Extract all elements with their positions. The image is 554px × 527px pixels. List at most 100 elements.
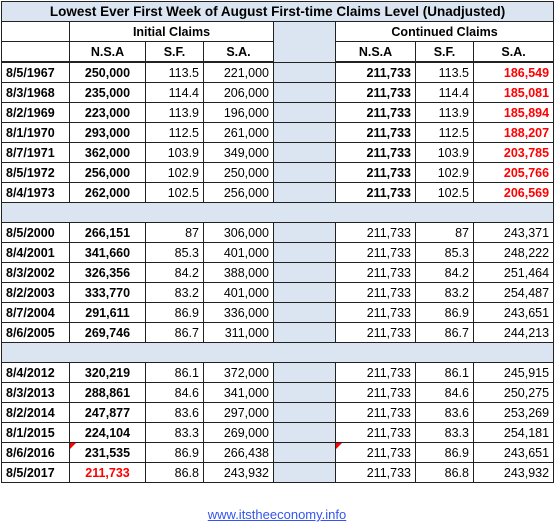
initial-sa: 388,000 — [203, 262, 274, 283]
continued-sa: 254,487 — [472, 282, 554, 303]
row-date: 8/3/2002 — [1, 262, 70, 283]
continued-nsa: 211,733 — [335, 422, 416, 443]
initial-sa: 401,000 — [203, 242, 274, 263]
middle-divider — [273, 61, 336, 83]
continued-nsa: 211,733 — [335, 402, 416, 423]
initial-sa: 336,000 — [203, 302, 274, 323]
continued-sf: 102.5 — [415, 182, 474, 203]
continued-sa: 185,081 — [472, 82, 554, 103]
table-row: 8/3/1968 235,000 114.4 206,000 211,733 114.4 1… — [1, 82, 554, 103]
continued-nsa: 211,733 — [335, 61, 416, 83]
middle-divider — [273, 242, 336, 263]
initial-sf: 102.5 — [145, 182, 204, 203]
table-row: 8/4/1973 262,000 102.5 256,000 211,733 102.5 2… — [1, 182, 554, 203]
initial-sa: 297,000 — [203, 402, 274, 423]
continued-sf: 86.9 — [415, 302, 474, 323]
col-sa-initial: S.A. — [203, 41, 274, 63]
continued-nsa: 211,733 — [335, 302, 416, 323]
continued-nsa: 211,733 — [335, 162, 416, 183]
initial-nsa: 262,000 — [69, 182, 146, 203]
initial-sa: 256,000 — [203, 182, 274, 203]
row-date: 8/6/2005 — [1, 322, 70, 343]
col-nsa-initial: N.S.A — [69, 41, 146, 63]
middle-divider — [273, 462, 336, 483]
continued-sf: 113.5 — [415, 61, 474, 83]
initial-nsa: 224,104 — [69, 422, 146, 443]
continued-sa: 245,915 — [472, 362, 554, 383]
continued-nsa: 211,733 — [335, 442, 416, 463]
middle-divider — [273, 442, 336, 463]
row-date: 8/1/1970 — [1, 122, 70, 143]
middle-divider — [273, 222, 336, 243]
continued-nsa: 211,733 — [335, 242, 416, 263]
row-date: 8/7/1971 — [1, 142, 70, 163]
group-spacer — [0, 342, 554, 363]
table-row: 8/7/2004 291,611 86.9 336,000 211,733 86.9 243… — [1, 302, 554, 323]
continued-nsa: 211,733 — [335, 382, 416, 403]
table-row: 8/3/2013 288,861 84.6 341,000 211,733 84.6 250… — [1, 382, 554, 403]
initial-sf: 86.9 — [145, 302, 204, 323]
table-row: 8/5/1972 256,000 102.9 250,000 211,733 102.9 2… — [1, 162, 554, 183]
continued-sf: 84.6 — [415, 382, 474, 403]
initial-nsa: 362,000 — [69, 142, 146, 163]
continued-sf: 86.7 — [415, 322, 474, 343]
source-link[interactable]: www.itstheeconomy.info — [207, 507, 347, 522]
continued-sa: 188,207 — [472, 122, 554, 143]
continued-sf: 103.9 — [415, 142, 474, 163]
middle-divider — [273, 322, 336, 343]
initial-sa: 269,000 — [203, 422, 274, 443]
continued-sa: 203,785 — [472, 142, 554, 163]
table-row: 8/2/2014 247,877 83.6 297,000 211,733 83.6 253… — [1, 402, 554, 423]
continued-sf: 83.3 — [415, 422, 474, 443]
table-row: 8/3/2002 326,356 84.2 388,000 211,733 84.2 251… — [1, 262, 554, 283]
continued-sf: 87 — [415, 222, 474, 243]
row-date: 8/2/2003 — [1, 282, 70, 303]
continued-sa: 205,766 — [472, 162, 554, 183]
continued-sa: 248,222 — [472, 242, 554, 263]
row-date: 8/4/1973 — [1, 182, 70, 203]
table-row: 8/4/2001 341,660 85.3 401,000 211,733 85.3 248… — [1, 242, 554, 263]
table-row: 8/6/2016 231,535 86.9 266,438 211,733 86.9 243… — [1, 442, 554, 463]
initial-sf: 83.6 — [145, 402, 204, 423]
table-row: 8/1/2015 224,104 83.3 269,000 211,733 83.3 254… — [1, 422, 554, 443]
continued-sf: 86.9 — [415, 442, 474, 463]
row-date: 8/2/2014 — [1, 402, 70, 423]
spacer-cell — [0, 202, 554, 223]
col-sf-continued: S.F. — [415, 41, 474, 63]
initial-sf: 113.5 — [145, 61, 204, 83]
row-date: 8/7/2004 — [1, 302, 70, 323]
initial-nsa: 333,770 — [69, 282, 146, 303]
continued-sf: 85.3 — [415, 242, 474, 263]
continued-sf: 86.8 — [415, 462, 474, 483]
table-row: 8/5/2017 211,733 86.8 243,932 211,733 86.8 243… — [1, 462, 554, 483]
continued-sf: 113.9 — [415, 102, 474, 123]
initial-sa: 266,438 — [203, 442, 274, 463]
row-date: 8/4/2001 — [1, 242, 70, 263]
continued-claims-header: Continued Claims — [334, 21, 554, 42]
table-row: 8/2/1969 223,000 113.9 196,000 211,733 113.9 1… — [1, 102, 554, 123]
continued-sa: 185,894 — [472, 102, 554, 123]
initial-sf: 83.3 — [145, 422, 204, 443]
table-row: 8/1/1970 293,000 112.5 261,000 211,733 112.5 1… — [1, 122, 554, 143]
row-date: 8/3/2013 — [1, 382, 70, 403]
initial-sa: 401,000 — [203, 282, 274, 303]
initial-sa: 221,000 — [203, 61, 274, 83]
continued-nsa: 211,733 — [335, 282, 416, 303]
table-row: 8/4/2012 320,219 86.1 372,000 211,733 86.1 245… — [1, 362, 554, 383]
continued-nsa: 211,733 — [335, 142, 416, 163]
initial-sf: 103.9 — [145, 142, 204, 163]
initial-nsa: 247,877 — [69, 402, 146, 423]
table-title: Lowest Ever First Week of August First-t… — [0, 1, 554, 22]
continued-nsa: 211,733 — [335, 82, 416, 103]
initial-sa: 196,000 — [203, 102, 274, 123]
middle-divider — [273, 422, 336, 443]
middle-divider — [273, 302, 336, 323]
continued-sa: 243,371 — [472, 222, 554, 243]
group-spacer — [0, 202, 554, 223]
initial-nsa: 250,000 — [69, 61, 146, 83]
initial-nsa: 326,356 — [69, 262, 146, 283]
header-blank — [1, 21, 70, 42]
continued-sf: 102.9 — [415, 162, 474, 183]
middle-divider — [273, 362, 336, 383]
